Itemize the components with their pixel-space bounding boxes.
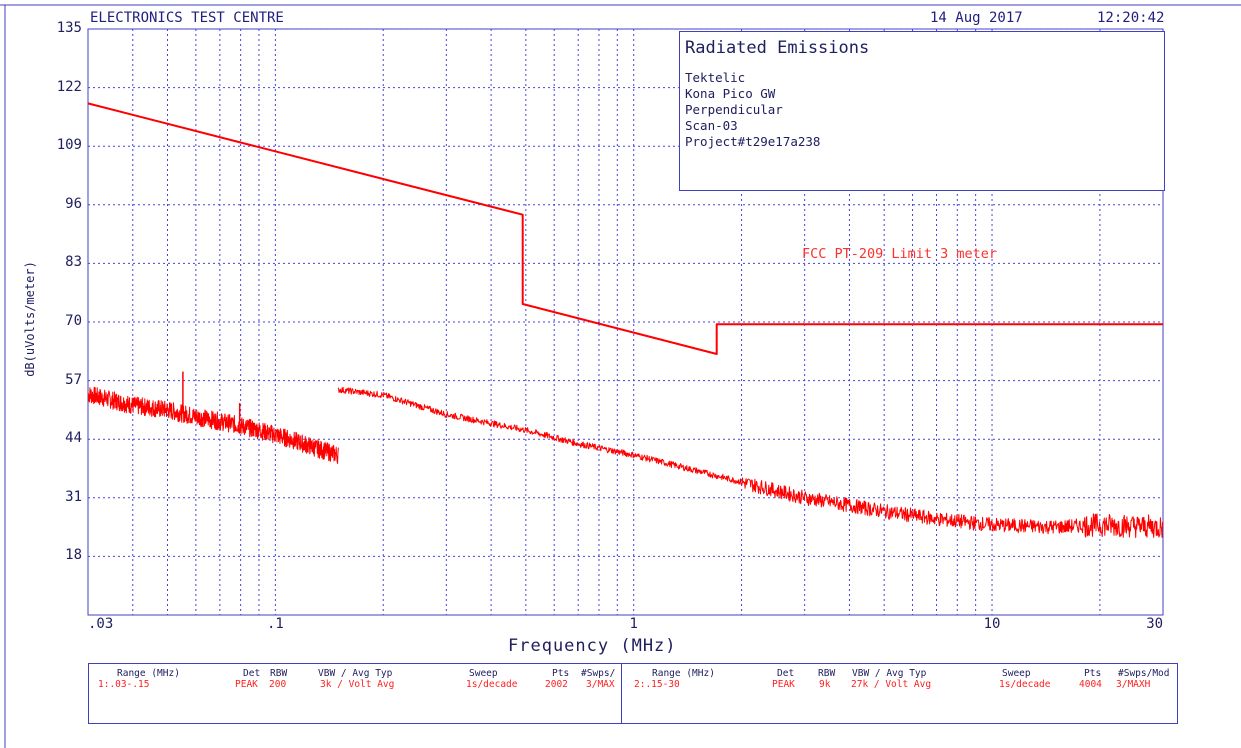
- x-tick-label: .03: [88, 616, 114, 632]
- report-date: 14 Aug 2017: [930, 10, 1023, 26]
- row2-pts: 4004: [1079, 679, 1102, 690]
- row2-range: 2:.15-30: [634, 679, 680, 690]
- sweep-settings-table: Range (MHz) Det RBW VBW / Avg Typ Sweep …: [88, 663, 1178, 724]
- row1-det: PEAK: [235, 679, 258, 690]
- y-axis-label: dB(uVolts/meter): [23, 261, 37, 377]
- x-tick-label: 30: [1146, 616, 1164, 632]
- info-scan: Scan-03: [685, 118, 738, 133]
- report-time: 12:20:42: [1097, 10, 1165, 26]
- row2-vbw: 27k / Volt Avg: [851, 679, 932, 690]
- hdr-swps-1: #Swps/: [581, 668, 616, 679]
- y-tick-label: 96: [65, 195, 82, 212]
- row2-rbw: 9k: [819, 679, 831, 690]
- y-tick-label: 31: [65, 488, 82, 505]
- traces: [87, 102, 1164, 539]
- info-client: Tektelic: [685, 70, 746, 85]
- y-tick-label: 122: [56, 78, 82, 95]
- row1-rbw: 200: [269, 679, 287, 690]
- measurement-range-2-trace: [338, 386, 1164, 539]
- limit-line-label: FCC PT-209 Limit 3 meter: [802, 246, 998, 262]
- x-tick-label: 10: [983, 616, 1001, 632]
- hdr-range-1: Range (MHz): [117, 668, 180, 679]
- hdr-pts-1: Pts: [552, 668, 570, 679]
- limit-line: [87, 102, 1163, 355]
- measurement-range-1-trace: [87, 386, 339, 464]
- hdr-rbw-1: RBW: [270, 668, 288, 679]
- x-tick-label: .1: [266, 616, 284, 632]
- lab-name: ELECTRONICS TEST CENTRE: [90, 10, 284, 26]
- hdr-swps-2: #Swps/Mod: [1118, 668, 1170, 679]
- y-tick-label: 83: [65, 254, 82, 271]
- sweep-table-divider: [621, 664, 622, 723]
- hdr-rbw-2: RBW: [818, 668, 836, 679]
- y-tick-label: 18: [65, 547, 82, 564]
- y-tick-label: 135: [56, 20, 82, 36]
- row1-vbw: 3k / Volt Avg: [320, 679, 395, 690]
- info-project: Project#t29e17a238: [685, 134, 821, 149]
- row1-swps: 3/MAX: [586, 679, 615, 690]
- y-tick-label: 109: [56, 137, 82, 154]
- hdr-det-1: Det: [243, 668, 261, 679]
- row1-range: 1:.03-.15: [98, 679, 150, 690]
- x-axis-label: Frequency (MHz): [508, 636, 677, 656]
- x-tick-label: 1: [629, 616, 638, 632]
- test-title: Radiated Emissions: [685, 38, 870, 58]
- hdr-vbw-1: VBW / Avg Typ: [318, 668, 393, 679]
- y-tick-label: 70: [65, 313, 82, 329]
- y-tick-label: 57: [65, 371, 82, 388]
- hdr-det-2: Det: [777, 668, 795, 679]
- info-orientation: Perpendicular: [685, 102, 783, 117]
- hdr-sweep-1: Sweep: [469, 668, 498, 679]
- hdr-pts-2: Pts: [1084, 668, 1102, 679]
- row2-swps: 3/MAXH: [1116, 679, 1151, 690]
- hdr-vbw-2: VBW / Avg Typ: [852, 668, 927, 679]
- row2-sweep: 1s/decade: [999, 679, 1051, 690]
- hdr-sweep-2: Sweep: [1002, 668, 1031, 679]
- row1-sweep: 1s/decade: [466, 679, 518, 690]
- hdr-range-2: Range (MHz): [652, 668, 715, 679]
- row1-pts: 2002: [545, 679, 568, 690]
- row2-det: PEAK: [772, 679, 795, 690]
- info-product: Kona Pico GW: [685, 86, 776, 101]
- y-tick-label: 44: [65, 430, 82, 447]
- test-info-box: Radiated Emissions Tektelic Kona Pico GW…: [679, 31, 1165, 191]
